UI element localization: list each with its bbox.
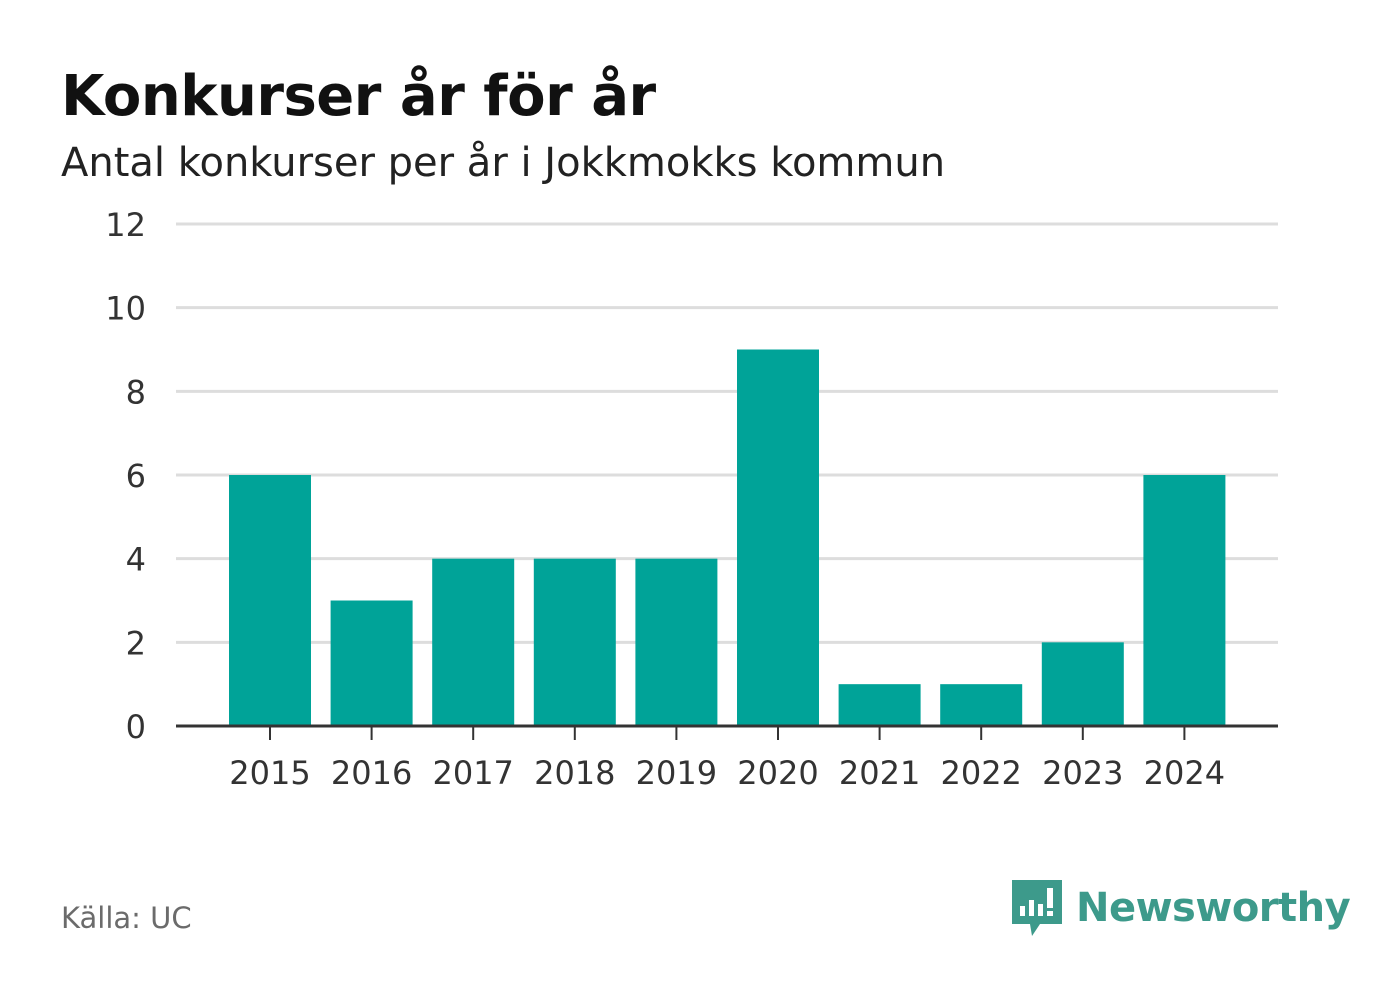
y-tick-label: 2	[126, 624, 146, 662]
bar-2015	[229, 475, 311, 726]
source-note: Källa: UC	[61, 901, 192, 935]
x-tick-label: 2017	[432, 754, 513, 792]
axes	[176, 724, 1278, 740]
y-tick-label: 0	[126, 708, 146, 746]
chart-subtitle: Antal konkurser per år i Jokkmokks kommu…	[61, 140, 946, 186]
x-tick-label: 2024	[1144, 754, 1225, 792]
bar-2018	[533, 558, 616, 726]
bar-2022	[940, 684, 1023, 726]
x-tick-label: 2016	[331, 754, 412, 792]
y-tick-label: 4	[126, 541, 146, 579]
x-tick-label: 2018	[534, 754, 615, 792]
chart-title: Konkurser år för år	[61, 64, 656, 129]
x-tick-label: 2015	[229, 754, 310, 792]
brand-name: Newsworthy	[1076, 885, 1351, 931]
bar-2024	[1143, 475, 1226, 726]
brand-logo: Newsworthy	[1010, 878, 1351, 938]
bars	[229, 349, 1226, 726]
bar-2021	[838, 684, 921, 726]
tick-labels: 0 2 4 6 8 10 12 2015 2016 2017 2018 2019 2020 2021 202…	[105, 206, 1225, 792]
bar-2019	[635, 558, 718, 726]
bar-2023	[1041, 642, 1124, 726]
x-tick-label: 2022	[940, 754, 1021, 792]
y-tick-label: 8	[126, 373, 146, 411]
y-tick-label: 6	[126, 457, 146, 495]
newsworthy-logo-icon	[1012, 880, 1062, 936]
y-tick-label: 10	[105, 290, 146, 328]
bar-2017	[432, 558, 515, 726]
x-tick-label: 2019	[636, 754, 717, 792]
x-tick-label: 2021	[839, 754, 920, 792]
y-tick-label: 12	[105, 206, 146, 244]
grid-lines	[176, 222, 1278, 644]
x-tick-label: 2020	[737, 754, 818, 792]
bar-2020	[737, 349, 819, 726]
x-tick-label: 2023	[1042, 754, 1123, 792]
bar-2016	[330, 600, 413, 726]
